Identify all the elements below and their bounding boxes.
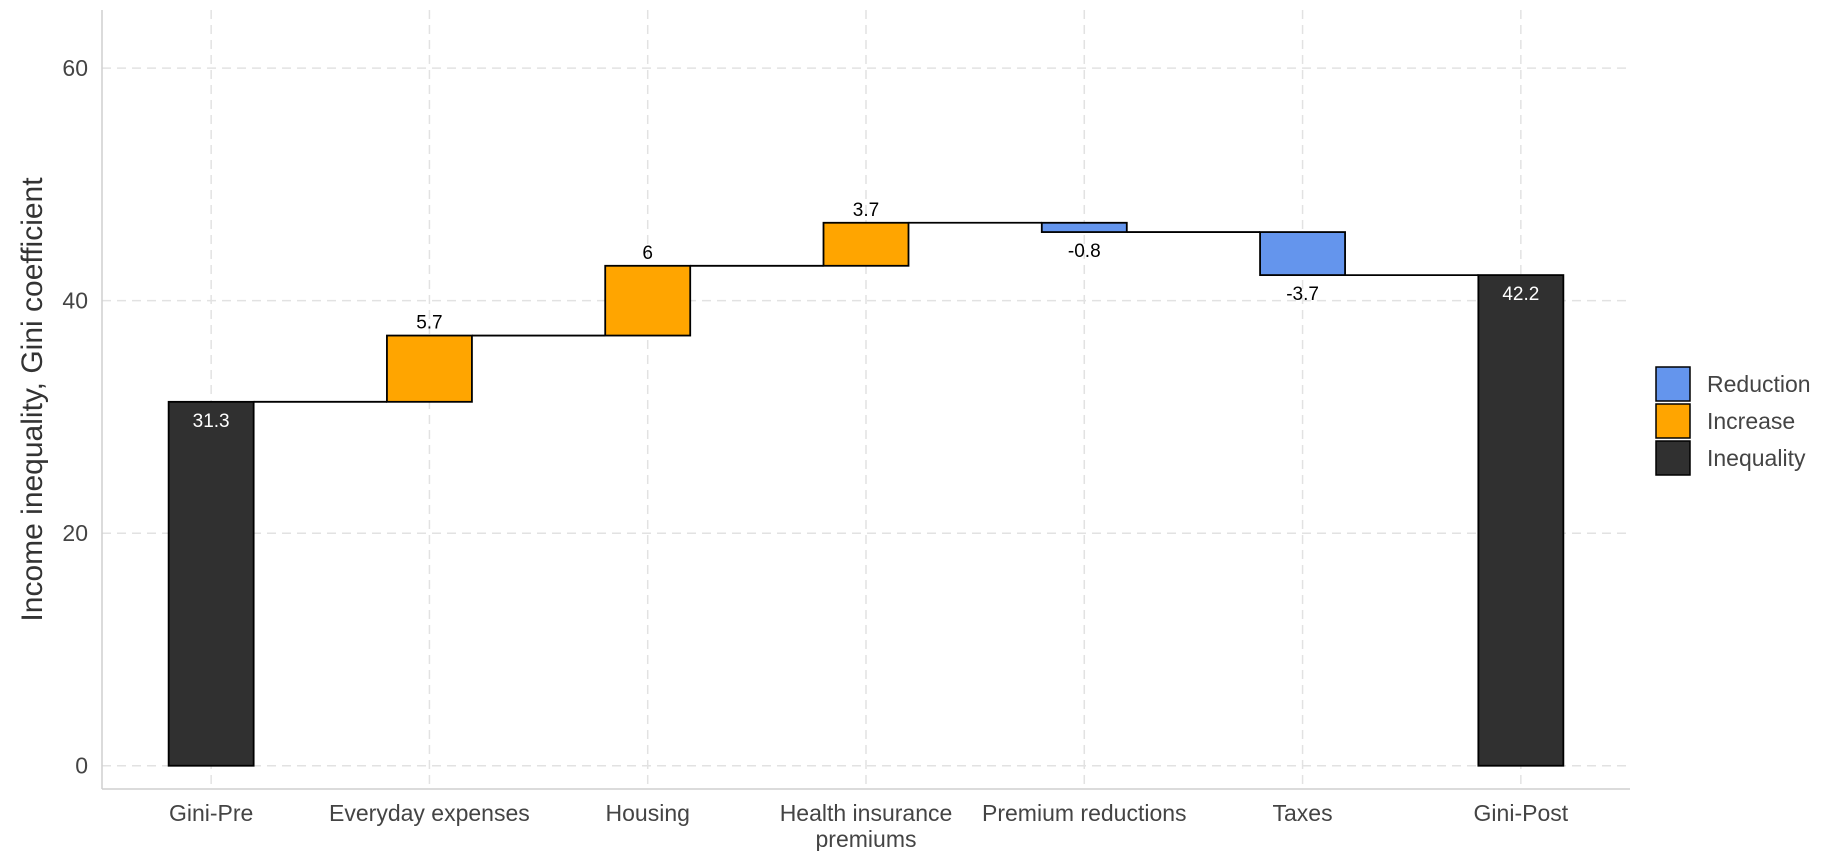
legend: Reduction Increase Inequality	[1655, 366, 1811, 476]
axes	[101, 10, 1630, 790]
y-tick-label: 20	[62, 520, 88, 546]
bar-inequality	[167, 400, 255, 767]
legend-label: Increase	[1707, 408, 1795, 434]
bar-increase	[386, 334, 473, 403]
legend-swatch-inequality	[1655, 440, 1691, 476]
bar-value-label: 3.7	[853, 200, 879, 221]
x-tick-label: Everyday expenses	[329, 800, 530, 826]
grid	[102, 10, 1630, 789]
bar-value-label: 6	[642, 243, 653, 264]
bar-reduction	[1040, 221, 1128, 233]
bar-increase	[604, 264, 692, 337]
legend-swatch-reduction	[1655, 366, 1691, 402]
bars	[167, 221, 1565, 767]
connectors	[253, 221, 1479, 403]
bar-value-label: -3.7	[1286, 284, 1319, 305]
bar-value-label: -0.8	[1068, 241, 1101, 262]
bar-value-label: 5.7	[416, 313, 442, 334]
y-tick-label: 40	[62, 288, 88, 314]
bar-value-label: 31.3	[193, 411, 230, 432]
bar-value-label: 42.2	[1502, 284, 1539, 305]
y-tick-labels: 0 20 40 60	[62, 55, 88, 779]
y-tick-label: 60	[62, 55, 88, 81]
x-tick-labels: Gini-Pre Everyday expenses Housing Health i…	[169, 800, 1569, 851]
x-tick-label: Gini-Pre	[169, 800, 253, 826]
bar-reduction	[1259, 231, 1346, 276]
legend-swatch-increase	[1655, 403, 1691, 439]
x-tick-label: Taxes	[1273, 800, 1333, 826]
x-tick-label: premiums	[816, 826, 917, 851]
y-tick-label: 0	[75, 753, 88, 779]
x-tick-label: Premium reductions	[982, 800, 1187, 826]
bar-labels: 31.3 5.7 6 3.7 -0.8 -3.7 42.2	[193, 200, 1540, 432]
x-tick-label: Gini-Post	[1474, 800, 1569, 826]
bar-inequality	[1477, 274, 1565, 767]
bar-increase	[822, 221, 910, 267]
legend-label: Inequality	[1707, 445, 1806, 471]
y-axis-title: Income inequality, Gini coefficient	[16, 177, 49, 622]
x-tick-label: Housing	[606, 800, 690, 826]
x-tick-label: Health insurance	[780, 800, 953, 826]
legend-label: Reduction	[1707, 371, 1811, 397]
